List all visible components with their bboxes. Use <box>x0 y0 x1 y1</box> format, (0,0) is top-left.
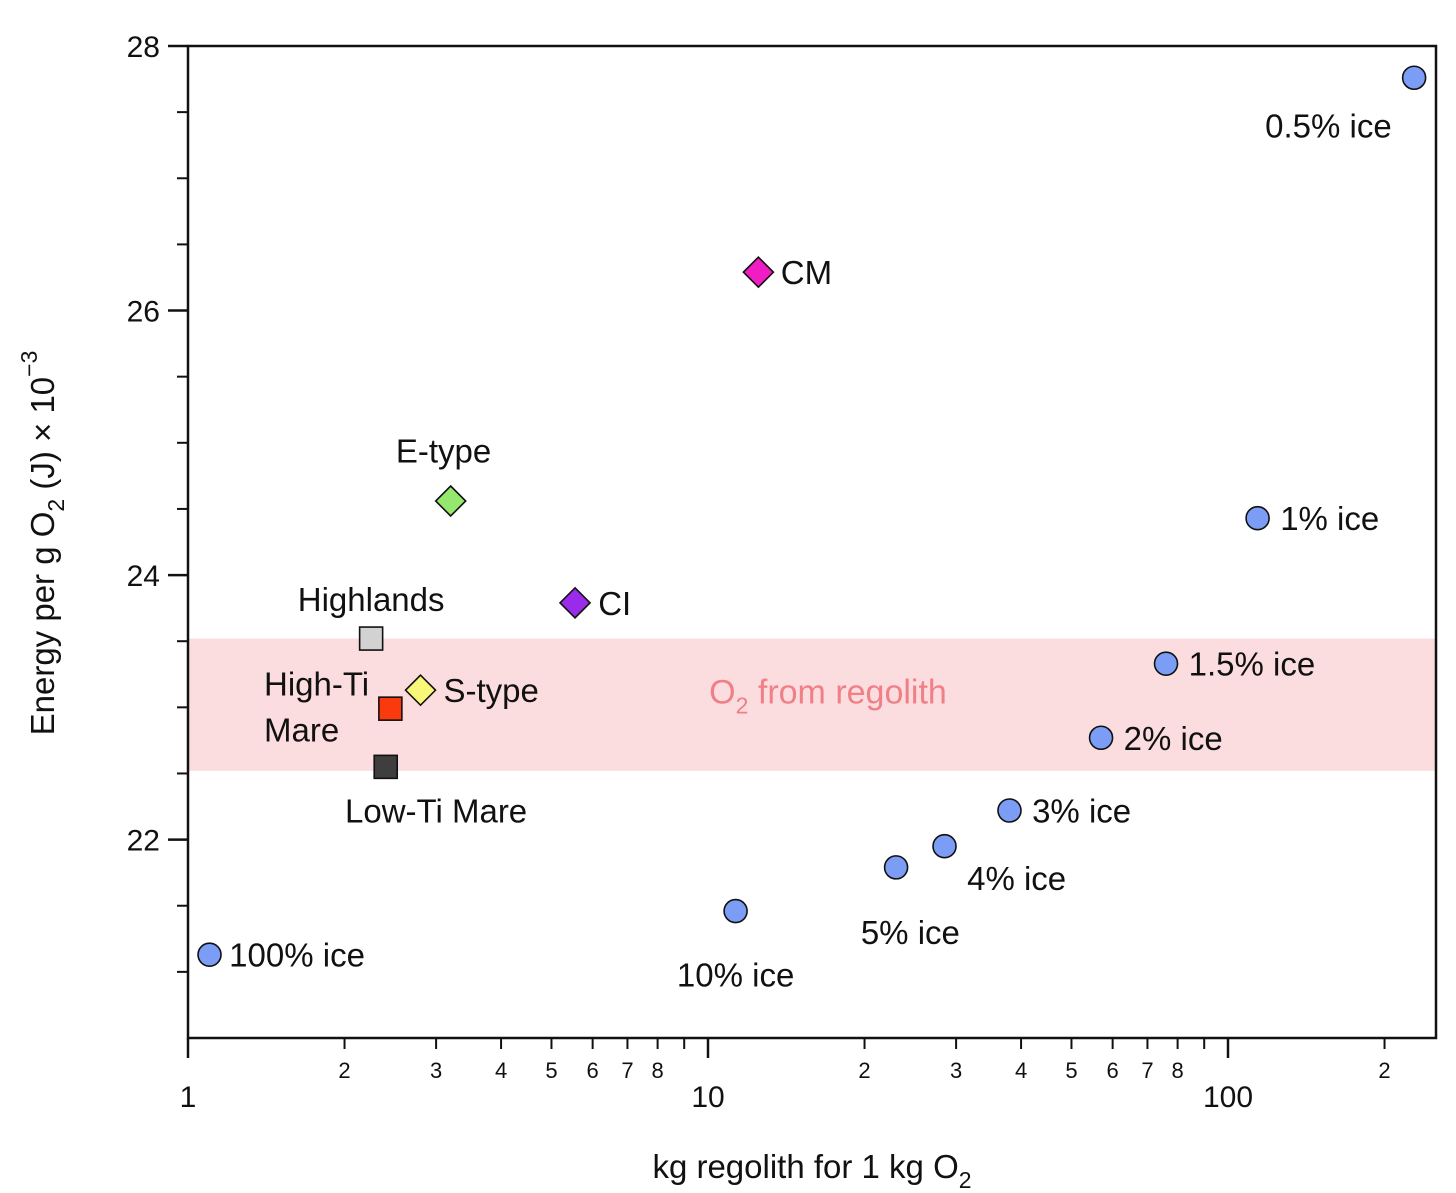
point-label: S-type <box>444 672 539 709</box>
x-minor-tick-label: 4 <box>1015 1058 1027 1083</box>
point-label-line2: Mare <box>264 712 339 749</box>
y-tick-label: 22 <box>127 825 160 858</box>
ice-point <box>1401 65 1427 91</box>
point-label: 3% ice <box>1032 793 1131 830</box>
asteroid-point <box>404 674 437 707</box>
point-label: Highlands <box>298 581 445 618</box>
ice-point <box>932 833 957 859</box>
point-label: CI <box>598 585 631 622</box>
x-minor-tick-label: 7 <box>621 1058 633 1083</box>
ice-point <box>883 855 909 880</box>
point-label: 1.5% ice <box>1189 646 1316 683</box>
point-label: 4% ice <box>967 860 1066 897</box>
x-minor-tick-label: 3 <box>430 1058 442 1083</box>
point-label: CM <box>781 254 832 291</box>
asteroid-point <box>434 484 467 518</box>
y-tick-label: 28 <box>127 31 160 64</box>
ice-point <box>1245 505 1270 531</box>
y-tick-label: 24 <box>127 560 160 593</box>
asteroid-point <box>742 256 775 289</box>
ice-point <box>723 898 748 924</box>
ice-point <box>997 798 1022 823</box>
ice-point <box>1088 725 1114 751</box>
point-label: High-Ti <box>264 666 369 703</box>
x-minor-tick-label: 6 <box>587 1058 599 1083</box>
asteroid-point <box>558 586 592 619</box>
point-label: E-type <box>396 433 491 470</box>
plot-frame <box>186 44 1438 1040</box>
x-tick-label: 1 <box>180 1081 197 1114</box>
lunar-point <box>373 754 399 780</box>
band-label: O2 from regolith <box>709 673 947 718</box>
x-axis-title: kg regolith for 1 kg O2 <box>652 1148 971 1193</box>
x-minor-tick-label: 4 <box>495 1058 507 1083</box>
point-label: 0.5% ice <box>1265 107 1392 144</box>
data-points <box>197 65 1427 967</box>
x-minor-tick-label: 6 <box>1107 1058 1119 1083</box>
x-minor-tick-label: 2 <box>858 1058 870 1083</box>
y-axis-title: Energy per g O2 (J) × 10−3 <box>16 351 69 736</box>
lunar-point <box>358 626 384 651</box>
x-tick-label: 10 <box>691 1081 724 1114</box>
ice-point <box>1153 651 1179 676</box>
x-minor-tick-label: 5 <box>1065 1058 1077 1083</box>
y-tick-label: 26 <box>127 296 160 329</box>
point-label: 10% ice <box>677 957 794 994</box>
x-minor-tick-label: 8 <box>1171 1058 1183 1083</box>
point-label: 2% ice <box>1124 720 1223 757</box>
x-minor-tick-label: 5 <box>545 1058 557 1083</box>
x-minor-tick-label: 7 <box>1141 1058 1153 1083</box>
point-label: 5% ice <box>861 914 960 951</box>
point-label: Low-Ti Mare <box>345 793 527 830</box>
x-minor-tick-label: 3 <box>950 1058 962 1083</box>
x-minor-tick-label: 2 <box>338 1058 350 1083</box>
x-minor-tick-label: 2 <box>1378 1058 1390 1083</box>
ice-point <box>197 942 222 967</box>
point-label: 100% ice <box>229 937 365 974</box>
x-tick-label: 100 <box>1203 1081 1253 1114</box>
x-minor-tick-label: 8 <box>651 1058 663 1083</box>
lunar-point <box>378 696 403 721</box>
point-label: 1% ice <box>1280 500 1379 537</box>
